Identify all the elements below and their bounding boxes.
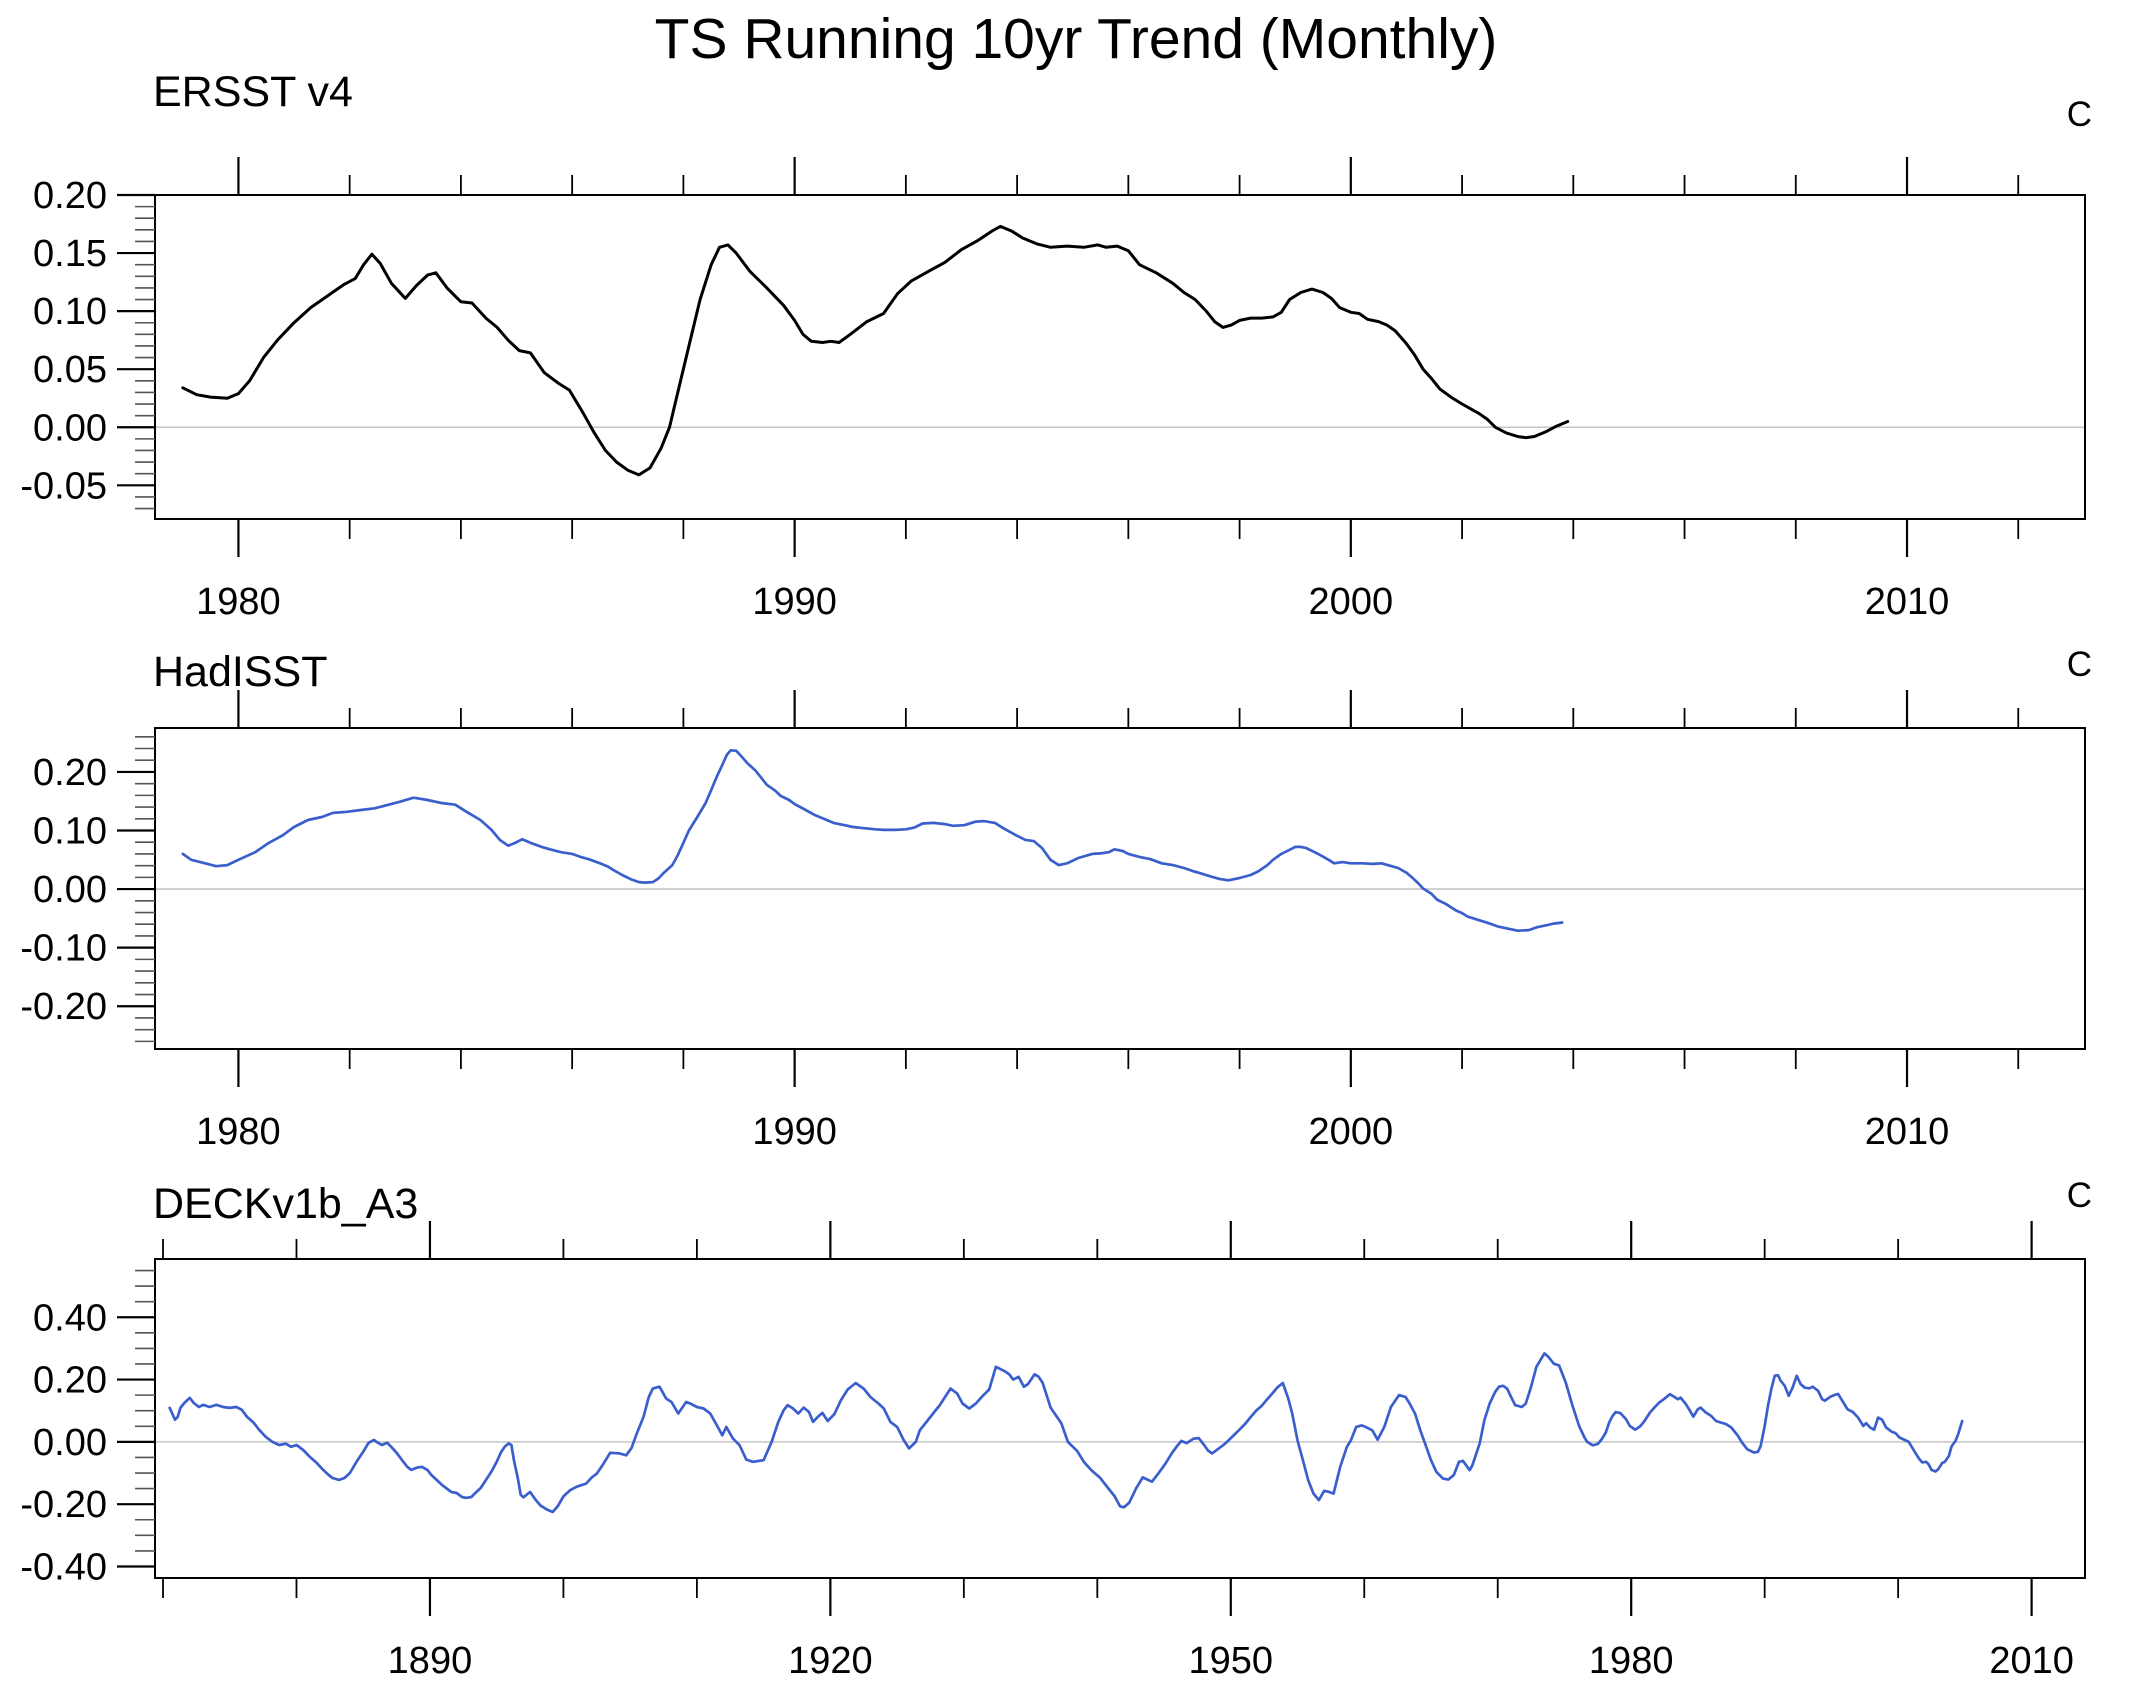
unit-label-ersst: C bbox=[2066, 95, 2092, 134]
tick-label: -0.20 bbox=[20, 1484, 107, 1526]
page-title: TS Running 10yr Trend (Monthly) bbox=[654, 7, 1498, 71]
tick-label: 0.40 bbox=[33, 1297, 107, 1339]
tick-label: 1920 bbox=[788, 1640, 873, 1682]
tick-label: 1980 bbox=[196, 581, 281, 623]
tick-label: 0.15 bbox=[33, 233, 107, 275]
tick-label: -0.10 bbox=[20, 928, 107, 970]
tick-label: 1980 bbox=[1589, 1640, 1674, 1682]
tick-label: 0.20 bbox=[33, 175, 107, 217]
tick-label: 2000 bbox=[1309, 1111, 1394, 1153]
panel-title-hadisst: HadISST bbox=[153, 648, 328, 696]
unit-label-deck: C bbox=[2066, 1176, 2092, 1215]
tick-label: 1980 bbox=[196, 1111, 281, 1153]
series-hadisst bbox=[181, 748, 1564, 933]
tick-label: 0.05 bbox=[33, 349, 107, 391]
plot-box bbox=[154, 1258, 2086, 1579]
tick-label: 0.10 bbox=[33, 291, 107, 333]
tick-label: 1890 bbox=[388, 1640, 473, 1682]
tick-label: 2010 bbox=[1989, 1640, 2074, 1682]
tick-label: -0.20 bbox=[20, 986, 107, 1028]
series-deckv1b-a3 bbox=[168, 1352, 1964, 1514]
tick-label: 1990 bbox=[752, 581, 837, 623]
tick-label: 0.00 bbox=[33, 1422, 107, 1464]
tick-label: 2010 bbox=[1865, 581, 1950, 623]
tick-label: 2010 bbox=[1865, 1111, 1950, 1153]
tick-label: -0.05 bbox=[20, 465, 107, 507]
plot-box bbox=[154, 194, 2086, 520]
unit-label-hadisst: C bbox=[2066, 645, 2092, 684]
tick-label: 1950 bbox=[1189, 1640, 1274, 1682]
panel-title-ersst: ERSST v4 bbox=[153, 68, 353, 116]
panel-title-deck: DECKv1b_A3 bbox=[153, 1180, 419, 1228]
tick-label: 0.20 bbox=[33, 1360, 107, 1402]
tick-label: 0.20 bbox=[33, 752, 107, 794]
series-ersst-v4 bbox=[181, 224, 1570, 477]
tick-label: 1990 bbox=[752, 1111, 837, 1153]
tick-label: 2000 bbox=[1309, 581, 1394, 623]
tick-label: -0.40 bbox=[20, 1546, 107, 1588]
tick-label: 0.00 bbox=[33, 407, 107, 449]
tick-label: 0.10 bbox=[33, 811, 107, 853]
tick-label: 0.00 bbox=[33, 869, 107, 911]
